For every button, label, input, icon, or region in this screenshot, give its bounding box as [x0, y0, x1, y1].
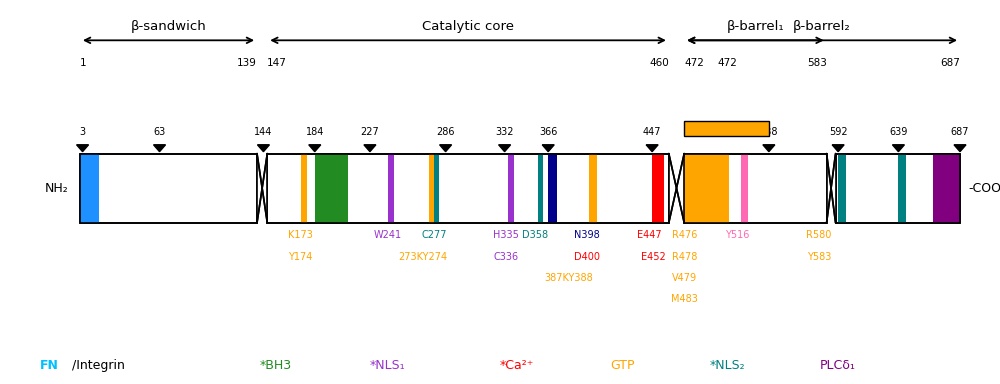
Bar [838, 154, 846, 223]
Polygon shape [499, 145, 511, 152]
Bar [538, 154, 543, 223]
Text: FN: FN [40, 359, 59, 372]
Text: N398: N398 [574, 230, 600, 240]
Polygon shape [77, 145, 89, 152]
Text: E452: E452 [641, 252, 666, 262]
Bar [388, 154, 394, 223]
Bar [827, 154, 836, 223]
Bar [652, 154, 657, 223]
Text: H335: H335 [493, 230, 519, 240]
Bar [267, 154, 669, 223]
Bar [548, 154, 557, 223]
Text: *Ca²⁺: *Ca²⁺ [500, 359, 534, 372]
Bar [669, 154, 684, 223]
Text: D358: D358 [522, 230, 548, 240]
Text: PLCδ₁: PLCδ₁ [820, 359, 856, 372]
Text: 366: 366 [539, 127, 557, 137]
Text: *NLS₂: *NLS₂ [710, 359, 746, 372]
Polygon shape [440, 145, 452, 152]
Text: 273KY274: 273KY274 [398, 252, 447, 262]
Text: M483: M483 [671, 294, 698, 304]
Text: *BH3: *BH3 [260, 359, 292, 372]
Text: 3: 3 [80, 127, 86, 137]
Polygon shape [154, 145, 166, 152]
Text: V479: V479 [672, 273, 697, 283]
Polygon shape [257, 145, 269, 152]
Text: 63: 63 [153, 127, 166, 137]
Text: 592: 592 [829, 127, 847, 137]
Text: 472: 472 [717, 58, 737, 68]
Polygon shape [646, 145, 658, 152]
Bar [434, 154, 439, 223]
Polygon shape [832, 145, 844, 152]
Text: 332: 332 [495, 127, 514, 137]
Bar [836, 154, 960, 223]
Text: 687: 687 [940, 58, 960, 68]
Text: Y583: Y583 [807, 252, 831, 262]
Text: β-barrel₂: β-barrel₂ [793, 20, 851, 33]
Bar [684, 154, 827, 223]
Polygon shape [763, 145, 775, 152]
Bar [80, 154, 257, 223]
Bar [684, 154, 827, 223]
Bar [80, 154, 99, 223]
Text: D400: D400 [574, 252, 600, 262]
Bar [898, 154, 906, 223]
Text: 447: 447 [643, 127, 661, 137]
Text: 687: 687 [951, 127, 969, 137]
Text: E447: E447 [637, 230, 662, 240]
Text: 227: 227 [361, 127, 379, 137]
Text: 147: 147 [267, 58, 287, 68]
Text: Exon10: Exon10 [710, 124, 743, 133]
Text: 460: 460 [649, 58, 669, 68]
Text: Y174: Y174 [288, 252, 313, 262]
Text: Catalytic core: Catalytic core [422, 20, 514, 33]
Polygon shape [954, 145, 966, 152]
Text: β-barrel₁: β-barrel₁ [727, 20, 784, 33]
Text: -COOH: -COOH [968, 182, 1000, 195]
Text: K173: K173 [288, 230, 313, 240]
Polygon shape [364, 145, 376, 152]
Text: *NLS₁: *NLS₁ [370, 359, 406, 372]
Text: 139: 139 [237, 58, 257, 68]
Bar [933, 154, 960, 223]
Text: 639: 639 [889, 127, 908, 137]
Text: 583: 583 [807, 58, 827, 68]
Polygon shape [542, 145, 554, 152]
Text: W241: W241 [374, 230, 402, 240]
Text: R478: R478 [672, 252, 697, 262]
Bar [508, 154, 514, 223]
Bar [315, 154, 348, 223]
Text: 1: 1 [80, 58, 87, 68]
Text: R580: R580 [806, 230, 832, 240]
Text: NH₂: NH₂ [44, 182, 68, 195]
Text: GTP: GTP [610, 359, 635, 372]
Polygon shape [309, 145, 321, 152]
Text: C277: C277 [421, 230, 447, 240]
Text: β-sandwich: β-sandwich [131, 20, 206, 33]
Bar [657, 154, 664, 223]
Text: 538: 538 [760, 127, 778, 137]
Bar [257, 154, 267, 223]
Text: /Integrin: /Integrin [72, 359, 125, 372]
Bar [80, 154, 257, 223]
Bar [684, 154, 729, 223]
Text: 144: 144 [254, 127, 273, 137]
Bar [267, 154, 669, 223]
Bar [836, 154, 960, 223]
Bar [301, 154, 307, 223]
Text: 184: 184 [306, 127, 324, 137]
Text: 387KY388: 387KY388 [544, 273, 593, 283]
Text: 472: 472 [684, 58, 704, 68]
Polygon shape [892, 145, 904, 152]
Text: R476: R476 [672, 230, 697, 240]
Bar [429, 154, 434, 223]
Text: C336: C336 [493, 252, 518, 262]
Text: 286: 286 [436, 127, 455, 137]
Bar [684, 121, 769, 136]
Bar [589, 154, 597, 223]
Text: Y516: Y516 [725, 230, 749, 240]
Bar [741, 154, 748, 223]
